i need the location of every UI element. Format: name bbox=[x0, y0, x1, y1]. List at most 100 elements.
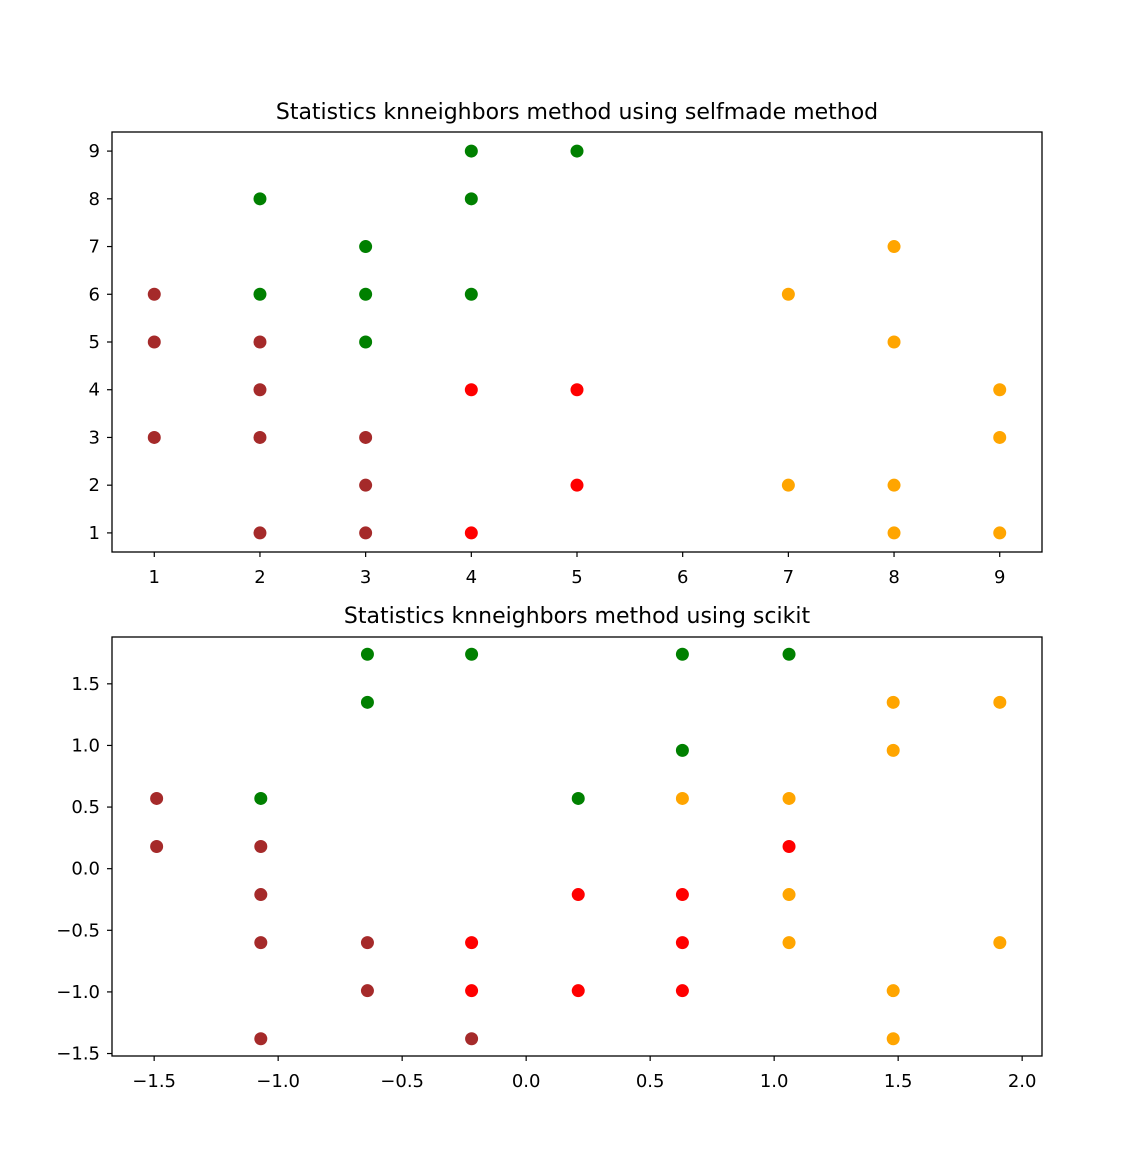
y-tick-label: 4 bbox=[89, 380, 100, 401]
bottom-scatter-plot: Statistics knneighbors method using scik… bbox=[56, 604, 1043, 1092]
data-point bbox=[254, 791, 268, 805]
data-point bbox=[887, 526, 901, 540]
data-point bbox=[675, 888, 689, 902]
y-tick-label: 3 bbox=[89, 427, 100, 448]
data-point bbox=[886, 695, 900, 709]
top-scatter-plot: Statistics knneighbors method using self… bbox=[89, 100, 1043, 588]
data-point bbox=[360, 936, 374, 950]
data-point bbox=[465, 1032, 479, 1046]
data-point bbox=[782, 647, 796, 661]
data-point bbox=[253, 192, 267, 206]
scatter-points bbox=[147, 144, 1007, 540]
data-point bbox=[993, 430, 1007, 444]
axes-frame bbox=[111, 131, 1043, 553]
data-point bbox=[781, 478, 795, 492]
data-point bbox=[782, 936, 796, 950]
x-tick-label: 3 bbox=[360, 567, 371, 588]
data-point bbox=[887, 478, 901, 492]
x-tick-label: 4 bbox=[466, 567, 477, 588]
x-tick-label: 1.0 bbox=[760, 1071, 789, 1092]
y-tick-label: 6 bbox=[89, 284, 100, 305]
scatter-points bbox=[150, 647, 1007, 1046]
data-point bbox=[570, 144, 584, 158]
data-point bbox=[359, 287, 373, 301]
data-point bbox=[571, 791, 585, 805]
data-point bbox=[150, 840, 164, 853]
data-point bbox=[254, 840, 268, 853]
axis-ticks: 1 2 3 4 5 6 7 8 9 1 2 3 4 5 6 7 8 9 bbox=[89, 141, 1006, 588]
data-point bbox=[253, 287, 267, 301]
data-point bbox=[675, 647, 689, 661]
data-point bbox=[464, 287, 478, 301]
data-point bbox=[359, 240, 373, 254]
x-tick-label: 8 bbox=[888, 567, 899, 588]
data-point bbox=[886, 743, 900, 757]
data-point bbox=[675, 984, 689, 998]
y-tick-label: 2 bbox=[89, 475, 100, 496]
data-point bbox=[253, 383, 267, 397]
x-tick-label: 0.0 bbox=[512, 1071, 541, 1092]
data-point bbox=[782, 840, 796, 853]
y-tick-label: 1.0 bbox=[71, 735, 100, 756]
data-point bbox=[253, 526, 267, 540]
x-tick-label: 7 bbox=[783, 567, 794, 588]
y-tick-label: −1.0 bbox=[56, 982, 100, 1003]
data-point bbox=[782, 888, 796, 902]
y-tick-label: 5 bbox=[89, 332, 100, 353]
x-tick-label: 2.0 bbox=[1008, 1071, 1037, 1092]
data-point bbox=[465, 984, 479, 998]
data-point bbox=[887, 240, 901, 254]
data-point bbox=[360, 695, 374, 709]
data-point bbox=[675, 791, 689, 805]
data-point bbox=[993, 383, 1007, 397]
data-point bbox=[147, 287, 161, 301]
chart-title: Statistics knneighbors method using self… bbox=[276, 100, 878, 125]
y-tick-label: −1.5 bbox=[56, 1044, 100, 1065]
data-point bbox=[359, 430, 373, 444]
data-point bbox=[571, 888, 585, 902]
y-tick-label: 8 bbox=[89, 189, 100, 210]
data-point bbox=[464, 526, 478, 540]
x-tick-label: 6 bbox=[677, 567, 688, 588]
data-point bbox=[570, 383, 584, 397]
data-point bbox=[150, 791, 164, 805]
data-point bbox=[147, 430, 161, 444]
x-tick-label: −0.5 bbox=[380, 1071, 424, 1092]
y-tick-label: 0.5 bbox=[71, 797, 100, 818]
data-point bbox=[464, 144, 478, 158]
data-point bbox=[254, 888, 268, 902]
data-point bbox=[147, 335, 161, 349]
data-point bbox=[886, 984, 900, 998]
axis-ticks: −1.5 −1.0 −0.5 0.0 0.5 1.0 1.5 2.0 −1.5 −1.0 −0.5 0… bbox=[56, 674, 1036, 1092]
x-tick-label: 0.5 bbox=[636, 1071, 665, 1092]
data-point bbox=[253, 335, 267, 349]
data-point bbox=[254, 936, 268, 950]
x-tick-label: 1 bbox=[149, 567, 160, 588]
data-point bbox=[360, 647, 374, 661]
data-point bbox=[359, 526, 373, 540]
data-point bbox=[570, 478, 584, 492]
chart-title: Statistics knneighbors method using scik… bbox=[344, 604, 811, 629]
data-point bbox=[993, 936, 1007, 950]
x-tick-label: −1.0 bbox=[256, 1071, 300, 1092]
y-tick-label: 9 bbox=[89, 141, 100, 162]
data-point bbox=[675, 743, 689, 757]
data-point bbox=[464, 192, 478, 206]
data-point bbox=[781, 287, 795, 301]
data-point bbox=[465, 647, 479, 661]
y-tick-label: 7 bbox=[89, 237, 100, 258]
y-tick-label: 1.5 bbox=[71, 674, 100, 695]
y-tick-label: 0.0 bbox=[71, 859, 100, 880]
data-point bbox=[886, 1032, 900, 1046]
x-tick-label: −1.5 bbox=[132, 1071, 176, 1092]
axes-frame bbox=[111, 636, 1043, 1057]
data-point bbox=[360, 984, 374, 998]
data-point bbox=[887, 335, 901, 349]
data-point bbox=[359, 335, 373, 349]
y-tick-label: −0.5 bbox=[56, 920, 100, 941]
x-tick-label: 2 bbox=[254, 567, 265, 588]
data-point bbox=[782, 791, 796, 805]
x-tick-label: 9 bbox=[994, 567, 1005, 588]
y-tick-label: 1 bbox=[89, 523, 100, 544]
